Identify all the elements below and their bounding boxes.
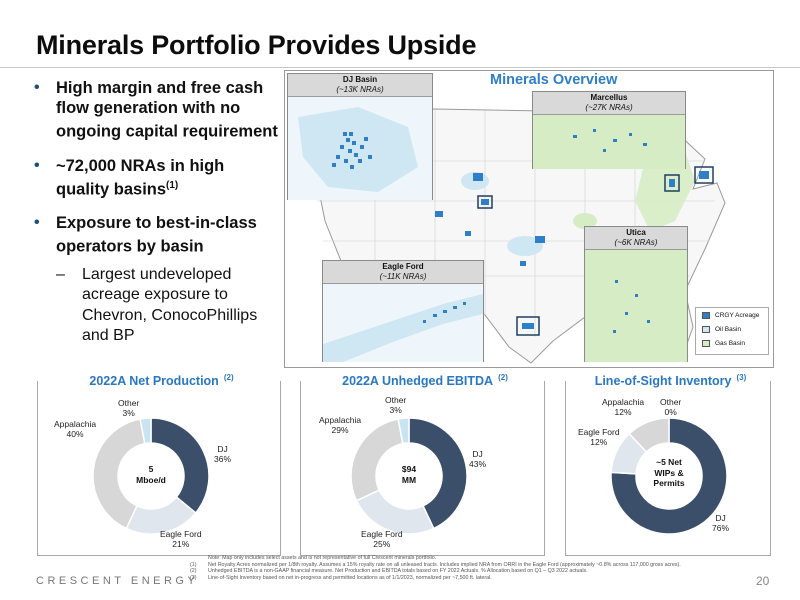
legend-label: CRGY Acreage (715, 311, 760, 319)
footnotes: Note: Map only includes select assets an… (190, 555, 750, 581)
inset-nra: (~11K NRAs) (379, 272, 427, 281)
bullet-dot: • (34, 79, 40, 96)
donut-slice-dj (408, 417, 468, 530)
bullet-text: High margin and free cash flow generatio… (56, 79, 278, 141)
bullet-item: • High margin and free cash flow generat… (34, 78, 279, 142)
legend-swatch (702, 311, 710, 319)
panel-title: 2022A Unhedged EBITDA (2) (301, 372, 544, 390)
map-legend: CRGY Acreage Oil Basin Gas Basin (695, 307, 769, 355)
map-heading: Minerals Overview (490, 72, 618, 88)
donut-slice-other (139, 417, 152, 445)
inset-nra: (~27K NRAs) (585, 103, 633, 112)
marcellus-map (533, 115, 685, 169)
eagle-ford-map (323, 284, 483, 362)
slice-label-dj: DJ 36% (214, 444, 232, 464)
slice-label-eagle-ford: Eagle Ford 25% (361, 529, 403, 549)
slice-label-other: Other 3% (118, 398, 140, 418)
donut-slice-other (397, 417, 410, 445)
legend-item: CRGY Acreage (696, 308, 768, 322)
bullet-dot: • (34, 214, 40, 231)
inset-dj-basin: DJ Basin (~13K NRAs) (287, 73, 433, 200)
page-title: Minerals Portfolio Provides Upside (36, 30, 477, 60)
donut-center-label: 5 Mboe/d (136, 464, 166, 485)
net-production-donut (92, 417, 210, 535)
legend-label: Gas Basin (715, 339, 745, 347)
panel-title: 2022A Net Production (2) (38, 372, 280, 390)
panel-title: Line-of-Sight Inventory (3) (566, 372, 770, 390)
donut-center-label: ~5 Net WIPs & Permits (653, 457, 685, 488)
inventory-donut (610, 417, 728, 535)
slice-label-appalachia: Appalachia 12% (602, 397, 645, 417)
footnote: (1) Net Royalty Acres normalized per 1/8t… (190, 561, 681, 568)
inset-nra: (~13K NRAs) (336, 85, 384, 94)
inset-header: Utica (~6K NRAs) (585, 227, 687, 250)
slice-label-dj: DJ 76% (712, 513, 730, 533)
inset-title: DJ Basin (342, 75, 378, 84)
legend-item: Oil Basin (696, 322, 768, 336)
slice-label-other: Other 0% (660, 397, 682, 417)
inset-eagle-ford: Eagle Ford (~11K NRAs) (322, 260, 484, 362)
inset-title: Utica (626, 228, 646, 237)
donut-slice-eagle-ford (355, 489, 435, 535)
page-number: 20 (756, 574, 770, 588)
bullet-item: • Exposure to best-in-class operators by… (34, 213, 279, 257)
slice-label-dj: DJ 43% (469, 449, 487, 469)
donut-slice-dj (150, 417, 210, 515)
inset-header: Eagle Ford (~11K NRAs) (323, 261, 483, 284)
bullet-text: ~72,000 NRAs in high quality basins(1) (56, 156, 225, 199)
footnote: Note: Map only includes select assets an… (208, 555, 437, 561)
dj-basin-map (288, 97, 432, 200)
unhedged-ebitda-panel: 2022A Unhedged EBITDA (2) $94 MM DJ 43% Eag… (300, 373, 545, 556)
inset-header: Marcellus (~27K NRAs) (533, 92, 685, 115)
legend-swatch (702, 325, 710, 333)
donut-slice-appalachia (628, 417, 670, 454)
unhedged-ebitda-donut (350, 417, 468, 535)
sub-bullet: – Largest undeveloped acreage exposure t… (56, 265, 279, 347)
slice-label-eagle-ford: Eagle Ford 12% (578, 427, 620, 447)
footnote: (2) Unhedged EBITDA is a non-GAAP financi… (190, 568, 588, 575)
donut-slice-dj (610, 417, 728, 535)
utica-map (585, 250, 687, 362)
inset-title: Eagle Ford (382, 262, 424, 271)
dash-marker: – (56, 265, 65, 283)
slice-label-other: Other 3% (385, 395, 407, 415)
title-divider (0, 67, 800, 68)
inset-header: DJ Basin (~13K NRAs) (288, 74, 432, 97)
legend-swatch (702, 339, 710, 347)
inset-marcellus: Marcellus (~27K NRAs) (532, 91, 686, 169)
donut-slice-appalachia (92, 418, 146, 530)
legend-label: Oil Basin (715, 325, 742, 333)
key-points: • High margin and free cash flow generat… (34, 78, 279, 347)
legend-item: Gas Basin (696, 336, 768, 350)
net-production-panel: 2022A Net Production (2) 5 Mboe/d DJ 36% Ea… (37, 373, 281, 556)
sub-bullet-text: Largest undeveloped acreage exposure to … (82, 265, 258, 345)
footnote: (3) Line-of-Sight Inventory based on net … (190, 574, 492, 581)
bullet-item: • ~72,000 NRAs in high quality basins(1) (34, 156, 279, 200)
inset-title: Marcellus (590, 93, 628, 102)
inventory-panel: Line-of-Sight Inventory (3) ~5 Net WIPs & P… (565, 373, 771, 556)
slice-label-eagle-ford: Eagle Ford 21% (160, 529, 202, 549)
slice-label-appalachia: Appalachia 40% (54, 419, 97, 439)
inset-nra: (~6K NRAs) (614, 238, 658, 247)
slice-label-appalachia: Appalachia 29% (319, 415, 362, 435)
inset-utica: Utica (~6K NRAs) (584, 226, 688, 362)
company-logo-text: CRESCENT ENERGY (36, 575, 199, 587)
donut-center-label: $94 MM (401, 464, 417, 485)
bullet-dot: • (34, 156, 40, 174)
bullet-text: Exposure to best-in-class operators by b… (56, 214, 257, 256)
footnote-ref: (1) (166, 179, 179, 191)
